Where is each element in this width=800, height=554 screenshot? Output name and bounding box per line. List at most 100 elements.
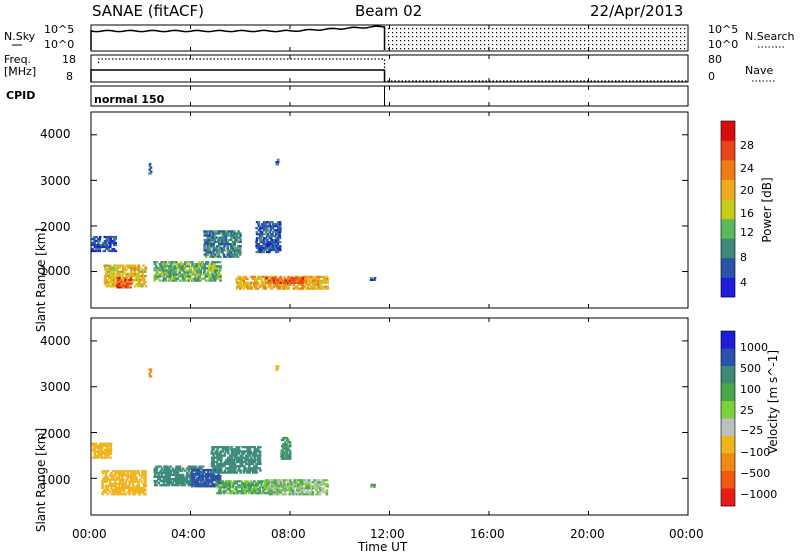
velocity-colorbar-bin-4 (721, 401, 735, 419)
velocity-echo-region-7 (280, 436, 292, 460)
power-echo-region-10 (369, 277, 377, 281)
velocity-echo-region-1 (101, 470, 148, 496)
velocity-echo-region-9 (275, 365, 280, 372)
velocity-ytick-1000: 1000 (40, 473, 71, 487)
power-ytick-1000: 1000 (40, 264, 71, 278)
velocity-colorbar-label: Velocity [m s^-1] (766, 349, 780, 455)
vel-cb-tick-m100: −100 (740, 446, 771, 459)
nsky-nodata-region (384, 26, 687, 50)
power-cb-tick-4: 4 (740, 276, 747, 289)
velocity-ytick-2000: 2000 (40, 427, 71, 441)
xtick-1600: 16:00 (470, 527, 505, 541)
axis-ticks (90, 25, 689, 515)
cpid-mode: normal 150 (94, 93, 165, 106)
velocity-colorbar-bin-3 (721, 383, 735, 402)
power-echo-region-9 (275, 158, 280, 166)
xtick-0800: 08:00 (271, 527, 306, 541)
cpid-label: CPID (6, 89, 36, 102)
power-colorbar-bin-7 (721, 140, 735, 161)
power-colorbar-frame (720, 120, 736, 298)
velocity-colorbar-bin-1 (721, 348, 735, 367)
power-colorbar-label: Power [dB] (760, 177, 774, 243)
velocity-colorbar-bin-6 (721, 436, 735, 454)
xtick-2000: 20:00 (570, 527, 605, 541)
velocity-colorbar-bin-0 (721, 331, 735, 349)
freq-label-line2: [MHz] (4, 65, 37, 78)
velocity-echo-region-8 (148, 368, 153, 378)
xtick-0400: 04:00 (171, 527, 206, 541)
colorbars (720, 120, 736, 507)
power-colorbar-bin-4 (721, 199, 735, 220)
nsearch-label: N.Search (745, 30, 795, 43)
velocity-echo-region-4 (210, 446, 262, 474)
beam-label: Beam 02 (355, 2, 423, 20)
velocity-colorbar-bin-8 (721, 471, 735, 489)
nsky-line (90, 25, 386, 51)
power-echo-region-6 (265, 277, 304, 284)
nsearch-tick-bottom: 10^0 (708, 38, 739, 51)
power-colorbar-bin-1 (721, 257, 735, 278)
power-echo-region-4 (203, 230, 242, 258)
vel-cb-tick-25: 25 (740, 404, 754, 417)
vel-cb-tick-500: 500 (740, 362, 761, 375)
freq-panel-frame (90, 54, 689, 83)
nave-tick-top: 80 (708, 53, 722, 66)
velocity-echo-region-10 (370, 483, 377, 488)
power-cb-tick-28: 28 (740, 139, 754, 152)
vel-cb-tick-m25: −25 (740, 424, 764, 437)
power-cb-tick-16: 16 (740, 207, 754, 220)
velocity-echo-region-0 (91, 442, 113, 459)
velocity-echo-region-5 (215, 480, 280, 495)
nave-line (97, 58, 688, 82)
velocity-ytick-3000: 3000 (40, 380, 71, 394)
power-colorbar-bin-2 (721, 238, 735, 259)
velocity-colorbar-bin-5 (721, 418, 735, 437)
velocity-echo-region-6 (265, 479, 329, 496)
power-colorbar-bin-6 (721, 160, 735, 180)
nsky-tick-top: 10^5 (44, 23, 75, 36)
power-colorbar-bin-5 (721, 179, 735, 200)
power-colorbar-bin-0 (721, 277, 735, 298)
power-colorbar-bin-8 (721, 121, 735, 141)
nsearch-tick-top: 10^5 (708, 23, 739, 36)
date-label: 22/Apr/2013 (590, 2, 684, 20)
nave-tick-bottom: 0 (708, 70, 715, 83)
velocity-colorbar-frame (720, 330, 736, 507)
power-cb-tick-20: 20 (740, 184, 754, 197)
power-echo-region-3 (153, 261, 222, 282)
xtick-1200: 12:00 (370, 527, 405, 541)
power-panel-frame (90, 111, 689, 309)
power-ytick-4000: 4000 (40, 127, 71, 141)
freq-line (90, 69, 386, 82)
vel-cb-tick-m1000: −1000 (740, 488, 778, 501)
velocity-ytick-4000: 4000 (40, 334, 71, 348)
power-echo-region-2 (115, 276, 133, 289)
x-axis-label: Time UT (358, 540, 408, 554)
summary-lines (9, 25, 786, 106)
power-echo-region-1 (103, 264, 148, 288)
nsky-label: N.Sky (4, 30, 36, 43)
velocity-echo-region-2 (153, 465, 205, 487)
power-cb-tick-8: 8 (740, 251, 747, 264)
velocity-colorbar-bin-7 (721, 453, 735, 472)
nave-label: Nave (745, 64, 774, 77)
power-cb-tick-12: 12 (740, 226, 754, 239)
radar-title: SANAE (fitACF) (92, 2, 204, 20)
freq-tick-top: 18 (62, 53, 76, 66)
nsky-tick-bottom: 10^0 (44, 38, 75, 51)
power-echo-region-0 (91, 235, 118, 253)
power-echoes (91, 158, 377, 290)
freq-label-line1: Freq. (4, 53, 32, 66)
power-ytick-2000: 2000 (40, 220, 71, 234)
vel-cb-tick-m500: −500 (740, 467, 771, 480)
freq-tick-bottom: 8 (66, 70, 73, 83)
velocity-echoes (91, 365, 377, 496)
power-cb-tick-24: 24 (740, 162, 754, 175)
power-ytick-3000: 3000 (40, 174, 71, 188)
vel-cb-tick-100: 100 (740, 383, 761, 396)
xtick-2400: 00:00 (669, 527, 704, 541)
power-echo-region-8 (148, 162, 153, 175)
velocity-colorbar-bin-2 (721, 366, 735, 384)
xtick-0000: 00:00 (72, 527, 107, 541)
